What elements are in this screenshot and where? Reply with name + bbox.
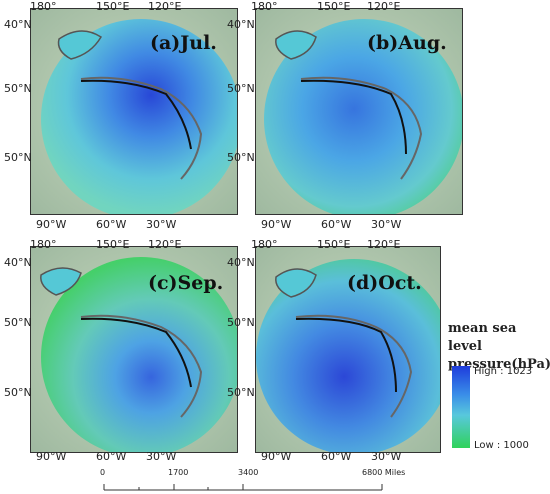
pressure-map: [31, 9, 237, 214]
lon-label-top: 180°: [251, 238, 278, 251]
lon-label-top: 150°E: [317, 238, 351, 251]
lat-label-left: 40°N: [227, 18, 255, 31]
scale-bar: 0 1700 3400 6800 Miles: [100, 468, 410, 494]
pressure-map: [31, 247, 237, 452]
pressure-map: [256, 9, 462, 214]
scale-label: 1700: [168, 468, 189, 477]
scale-label: 3400: [238, 468, 259, 477]
lon-label-top: 180°: [30, 238, 57, 251]
lon-label-bottom: 30°W: [146, 450, 177, 463]
map-frame: [30, 246, 238, 453]
lon-label-bottom: 60°W: [96, 218, 127, 231]
legend-title: mean sea level pressure(hPa): [448, 320, 550, 374]
map-panel-sep: (c)Sep. 180° 150°E 120°E 40°N 50°N 50°N …: [0, 238, 275, 468]
lat-label-left: 50°N: [227, 316, 255, 329]
lon-label-top: 180°: [30, 0, 57, 13]
legend-low-label: Low : 1000: [474, 440, 529, 451]
map-panel-jul: (a)Jul. 180° 150°E 120°E 40°N 50°N 50°N …: [0, 0, 275, 240]
lon-label-bottom: 90°W: [261, 450, 292, 463]
lon-label-top: 150°E: [96, 238, 130, 251]
panel-title: (b)Aug.: [367, 32, 447, 54]
panel-title: (d)Oct.: [347, 272, 422, 294]
legend-title-line2: pressure(hPa): [448, 357, 550, 372]
scale-label: 0: [100, 468, 106, 477]
lon-label-bottom: 60°W: [321, 218, 352, 231]
lat-label-left: 50°N: [227, 386, 255, 399]
lat-label-left: 50°N: [227, 151, 255, 164]
scale-bar-line: [103, 484, 383, 491]
lat-label-left: 40°N: [227, 256, 255, 269]
map-panel-aug: (b)Aug. 180° 150°E 120°E 40°N 50°N 50°N …: [227, 0, 530, 240]
panel-title: (c)Sep.: [148, 272, 224, 294]
lon-label-top: 180°: [251, 0, 278, 13]
lon-label-bottom: 90°W: [36, 218, 67, 231]
map-panel-oct: (d)Oct. 180° 150°E 120°E 40°N 50°N 50°N …: [227, 238, 530, 468]
legend-title-line1: mean sea level: [448, 321, 517, 354]
lon-label-top: 120°E: [148, 0, 182, 13]
map-frame: [255, 8, 463, 215]
lat-label-left: 40°N: [4, 18, 32, 31]
lat-label-left: 50°N: [4, 316, 32, 329]
pressure-map: [256, 247, 440, 452]
lon-label-top: 150°E: [96, 0, 130, 13]
panel-title: (a)Jul.: [150, 32, 217, 54]
lon-label-bottom: 90°W: [261, 218, 292, 231]
lon-label-top: 120°E: [367, 238, 401, 251]
lat-label-left: 50°N: [4, 151, 32, 164]
lon-label-bottom: 30°W: [371, 218, 402, 231]
scale-label: 6800 Miles: [362, 468, 406, 477]
lon-label-bottom: 30°W: [146, 218, 177, 231]
map-frame: [30, 8, 238, 215]
lat-label-left: 50°N: [4, 82, 32, 95]
lon-label-bottom: 60°W: [96, 450, 127, 463]
lon-label-bottom: 60°W: [321, 450, 352, 463]
lat-label-left: 50°N: [4, 386, 32, 399]
lon-label-bottom: 90°W: [36, 450, 67, 463]
lon-label-top: 120°E: [148, 238, 182, 251]
lat-label-left: 40°N: [4, 256, 32, 269]
lon-label-top: 120°E: [367, 0, 401, 13]
lon-label-bottom: 30°W: [371, 450, 402, 463]
legend-high-label: High : 1023: [474, 366, 533, 377]
map-frame: [255, 246, 441, 453]
lon-label-top: 150°E: [317, 0, 351, 13]
legend-color-ramp: [452, 366, 470, 448]
lat-label-left: 50°N: [227, 82, 255, 95]
